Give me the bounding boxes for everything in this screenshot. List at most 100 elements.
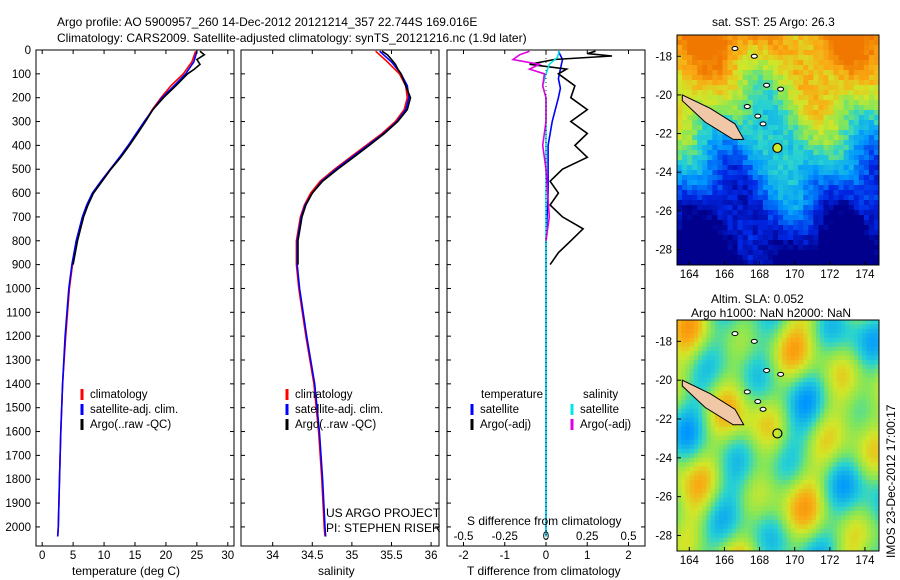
x-tick-label: 5 bbox=[70, 550, 76, 562]
salinity-profile-lines bbox=[295, 50, 412, 537]
depth-tick-label: 1100 bbox=[6, 307, 31, 319]
sla-map bbox=[677, 320, 879, 551]
x-tick-label: 15 bbox=[129, 550, 142, 562]
argo-position-marker bbox=[772, 428, 783, 439]
map-x-tick-label: 168 bbox=[750, 269, 769, 281]
depth-tick-label: 300 bbox=[12, 117, 31, 129]
legend-label: Argo(..raw -QC) bbox=[295, 419, 376, 431]
x-tick-label: -2 bbox=[458, 550, 468, 562]
x-tick-label-salinity: -0.25 bbox=[492, 531, 518, 543]
depth-tick-label: 1600 bbox=[5, 427, 31, 439]
legend-label: satellite-adj. clim. bbox=[295, 404, 383, 416]
legend-label: satellite bbox=[480, 404, 519, 416]
legend-label: satellite bbox=[580, 404, 619, 416]
argo-position-marker bbox=[772, 142, 783, 154]
s-difference-axis-label: S difference from climatology bbox=[467, 514, 622, 528]
map-y-tick-label: -24 bbox=[655, 453, 672, 465]
difference-profile-lines bbox=[510, 50, 613, 546]
map-x-tick-label: 164 bbox=[680, 269, 700, 281]
land-island bbox=[759, 406, 767, 412]
series-argo-raw-qc- bbox=[297, 50, 412, 265]
project-label: US ARGO PROJECT bbox=[326, 506, 441, 520]
map-x-tick-label: 170 bbox=[785, 555, 804, 567]
x-tick-label: 1 bbox=[584, 550, 590, 562]
map-x-tick-label: 164 bbox=[680, 555, 700, 567]
depth-tick-label: 1800 bbox=[5, 474, 31, 486]
land-island bbox=[750, 338, 758, 344]
legend-heading-temperature: temperature bbox=[481, 389, 543, 401]
x-tick-label-salinity: 0 bbox=[543, 531, 549, 543]
depth-tick-label: 2000 bbox=[5, 522, 31, 534]
x-tick-label: 30 bbox=[221, 550, 234, 562]
depth-tick-label: 1400 bbox=[5, 379, 31, 391]
x-tick-label: 2 bbox=[625, 550, 631, 562]
map-y-tick-label: -20 bbox=[655, 375, 672, 387]
series-s-argo-adj- bbox=[510, 50, 551, 241]
legend-heading-salinity: salinity bbox=[583, 389, 618, 401]
depth-tick-label: 0 bbox=[25, 45, 31, 57]
land-island bbox=[759, 121, 767, 127]
pi-label: PI: STEPHEN RISER bbox=[326, 521, 441, 535]
depth-tick-label: 200 bbox=[12, 93, 31, 105]
x-tick-label: -1 bbox=[500, 550, 510, 562]
map-y-tick-label: -22 bbox=[655, 129, 672, 141]
sla-map-title: Altim. SLA: 0.052 bbox=[711, 292, 804, 306]
salinity-axis-label: salinity bbox=[318, 564, 355, 578]
legend-label: climatology bbox=[295, 389, 353, 401]
x-tick-label-salinity: -0.5 bbox=[454, 531, 474, 543]
depth-tick-label: 900 bbox=[12, 260, 31, 272]
land-island bbox=[743, 389, 751, 395]
depth-tick-label: 100 bbox=[12, 69, 31, 81]
land-island bbox=[731, 46, 739, 52]
temperature-profile-lines bbox=[56, 50, 206, 537]
depth-tick-label: 600 bbox=[12, 188, 31, 200]
figure-title-line2: Climatology: CARS2009. Satellite-adjuste… bbox=[57, 31, 527, 45]
depth-tick-label: 1300 bbox=[5, 355, 31, 367]
map-x-tick-label: 170 bbox=[785, 269, 804, 281]
sla-map-subtitle: Argo h1000: NaN h2000: NaN bbox=[691, 306, 852, 320]
land-island bbox=[754, 113, 762, 119]
map-x-tick-label: 172 bbox=[820, 269, 839, 281]
map-x-tick-label: 166 bbox=[715, 555, 734, 567]
legend-label: satellite-adj. clim. bbox=[90, 404, 178, 416]
map-y-tick-label: -28 bbox=[655, 245, 672, 257]
x-tick-label: 34 bbox=[266, 550, 279, 562]
depth-tick-label: 1700 bbox=[5, 450, 31, 462]
map-x-tick-label: 168 bbox=[750, 555, 769, 567]
legend-label: Argo(-adj) bbox=[480, 419, 531, 431]
x-tick-label: 20 bbox=[160, 550, 173, 562]
x-tick-label: 25 bbox=[190, 550, 203, 562]
depth-tick-label: 800 bbox=[12, 236, 31, 248]
sst-map-title: sat. SST: 25 Argo: 26.3 bbox=[712, 15, 835, 29]
depth-tick-label: 1900 bbox=[5, 498, 31, 510]
map-y-tick-label: -28 bbox=[655, 530, 672, 542]
legend-label: Argo(-adj) bbox=[580, 419, 631, 431]
land-new-caledonia bbox=[681, 379, 745, 426]
sst-map-frame bbox=[676, 34, 880, 266]
land-new-caledonia bbox=[681, 94, 745, 140]
x-tick-label-salinity: 0.5 bbox=[621, 531, 637, 543]
series-satellite-adj-clim- bbox=[56, 50, 198, 537]
map-y-tick-label: -20 bbox=[655, 90, 672, 102]
map-x-tick-label: 174 bbox=[855, 555, 875, 567]
series-climatology bbox=[295, 50, 409, 537]
map-x-tick-label: 172 bbox=[820, 555, 839, 567]
map-y-tick-label: -22 bbox=[655, 414, 672, 426]
series-t-argo-adj- bbox=[529, 50, 613, 266]
t-difference-axis-label: T difference from climatology bbox=[467, 564, 621, 578]
land-island bbox=[731, 331, 739, 337]
map-x-tick-label: 166 bbox=[715, 269, 734, 281]
land-island bbox=[750, 53, 758, 59]
land-island bbox=[743, 104, 751, 110]
map-y-tick-label: -24 bbox=[655, 167, 672, 179]
map-y-tick-label: -18 bbox=[655, 336, 672, 348]
depth-tick-label: 500 bbox=[12, 164, 31, 176]
x-tick-label: 35 bbox=[345, 550, 358, 562]
land-island bbox=[777, 371, 785, 377]
temperature-axes-frame bbox=[35, 49, 235, 547]
land-island bbox=[763, 82, 771, 88]
x-tick-label: 10 bbox=[98, 550, 111, 562]
x-tick-label: 36 bbox=[425, 550, 438, 562]
land-island bbox=[754, 399, 762, 405]
